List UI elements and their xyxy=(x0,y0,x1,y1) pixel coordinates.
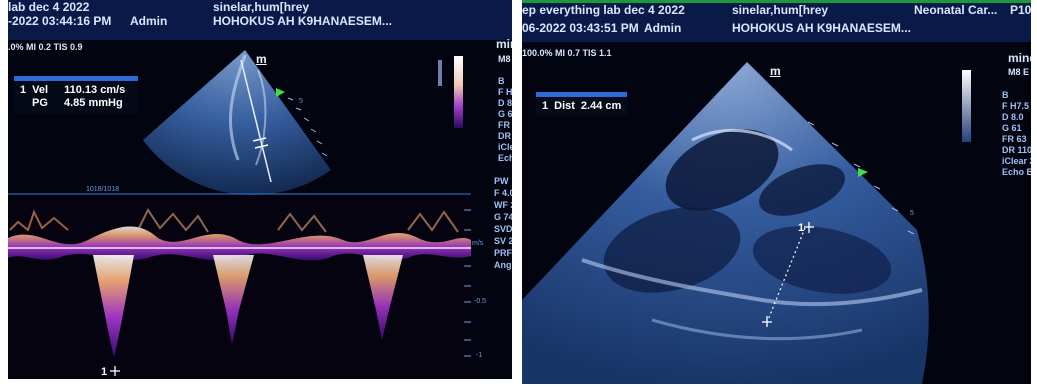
distance-caliper-line xyxy=(767,227,806,321)
probe-id: P10 xyxy=(1010,3,1031,17)
lab-title: lab dec 4 2022 xyxy=(8,0,90,14)
measurement-value: 110.13 cm/s xyxy=(64,84,126,96)
right-ultrasound-image xyxy=(522,0,1031,384)
header-band xyxy=(522,0,1031,42)
measurement-value: 2.44 cm xyxy=(580,100,622,112)
probe-name: M8 xyxy=(498,54,511,64)
caliper-start xyxy=(804,222,814,233)
left-ultrasound-image xyxy=(8,0,512,379)
doppler-spike xyxy=(93,255,134,358)
caliper-cross xyxy=(110,366,120,376)
velocity-measurement-box: 1 Vel 110.13 cm/s PG 4.85 mmHg xyxy=(14,76,138,113)
brand-logo: mind xyxy=(1008,51,1031,65)
depth-tick-label: 5 xyxy=(910,210,914,217)
scale-tick-label: -0.5 xyxy=(474,298,487,305)
cardiac-chamber xyxy=(665,129,779,211)
probe-name: M8 E xyxy=(1008,67,1030,77)
facility-name: HOHOKUS AH K9HANAESEM... xyxy=(732,21,911,35)
department: Neonatal Car... xyxy=(914,3,998,17)
focus-marker xyxy=(276,88,285,97)
user-name: Admin xyxy=(644,21,682,35)
scale-tick-label: -1 xyxy=(476,352,483,359)
caliper-end xyxy=(762,316,772,327)
measurement-index: 1 xyxy=(542,100,549,112)
caliper-label: 1 xyxy=(101,366,108,378)
right-ultrasound-panel: ep everything lab dec 4 2022 sinelar,hum… xyxy=(522,0,1031,384)
measurement-value: 4.85 mmHg xyxy=(64,97,123,109)
doppler-cursor-line xyxy=(240,59,272,183)
measurement-label: PG xyxy=(32,97,48,109)
power-readout: 100.0% MI 0.7 TIS 1.1 xyxy=(522,48,612,58)
doppler-sweep-counter: 1018/1018 xyxy=(86,186,120,193)
facility-name: HOHOKUS AH K9HANAESEM... xyxy=(213,14,392,28)
brand-logo: min xyxy=(496,37,512,51)
user-name: Admin xyxy=(130,14,168,28)
grayscale-bar xyxy=(962,70,971,142)
cardiac-chamber xyxy=(759,164,845,216)
bmode-sector xyxy=(143,50,331,196)
left-ultrasound-panel: lab dec 4 2022 sinelar,hum[hrey -2022 03… xyxy=(8,0,512,379)
lab-title: ep everything lab dec 4 2022 xyxy=(522,3,685,17)
sector-marker-label: m xyxy=(256,52,267,66)
patient-code: sinelar,hum[hrey xyxy=(213,0,310,14)
doppler-spike xyxy=(363,255,403,340)
cardiac-chamber xyxy=(603,207,741,293)
doppler-baseline-band xyxy=(8,226,471,261)
cardiac-chamber xyxy=(752,226,892,294)
doppler-spike xyxy=(213,255,254,345)
header-band xyxy=(8,0,512,40)
measurement-index: 1 xyxy=(20,84,27,96)
scale-unit: m/s xyxy=(472,240,484,247)
sector-marker-label: m xyxy=(770,64,781,78)
distance-measurement-box: 1 Dist 2.44 cm xyxy=(536,92,628,116)
grayscale-bar xyxy=(454,56,463,128)
exam-datetime: 06-2022 03:43:51 PM xyxy=(522,21,639,35)
caliper-label: 1 xyxy=(798,222,805,234)
measurement-label: Dist xyxy=(554,100,575,112)
power-readout: .0% MI 0.2 TIS 0.9 xyxy=(8,42,83,52)
patient-code: sinelar,hum[hrey xyxy=(732,3,829,17)
focus-marker xyxy=(858,168,868,177)
measurement-label: Vel xyxy=(32,84,49,96)
exam-datetime: -2022 03:44:16 PM xyxy=(8,14,112,28)
depth-tick-label: 5 xyxy=(299,98,303,105)
